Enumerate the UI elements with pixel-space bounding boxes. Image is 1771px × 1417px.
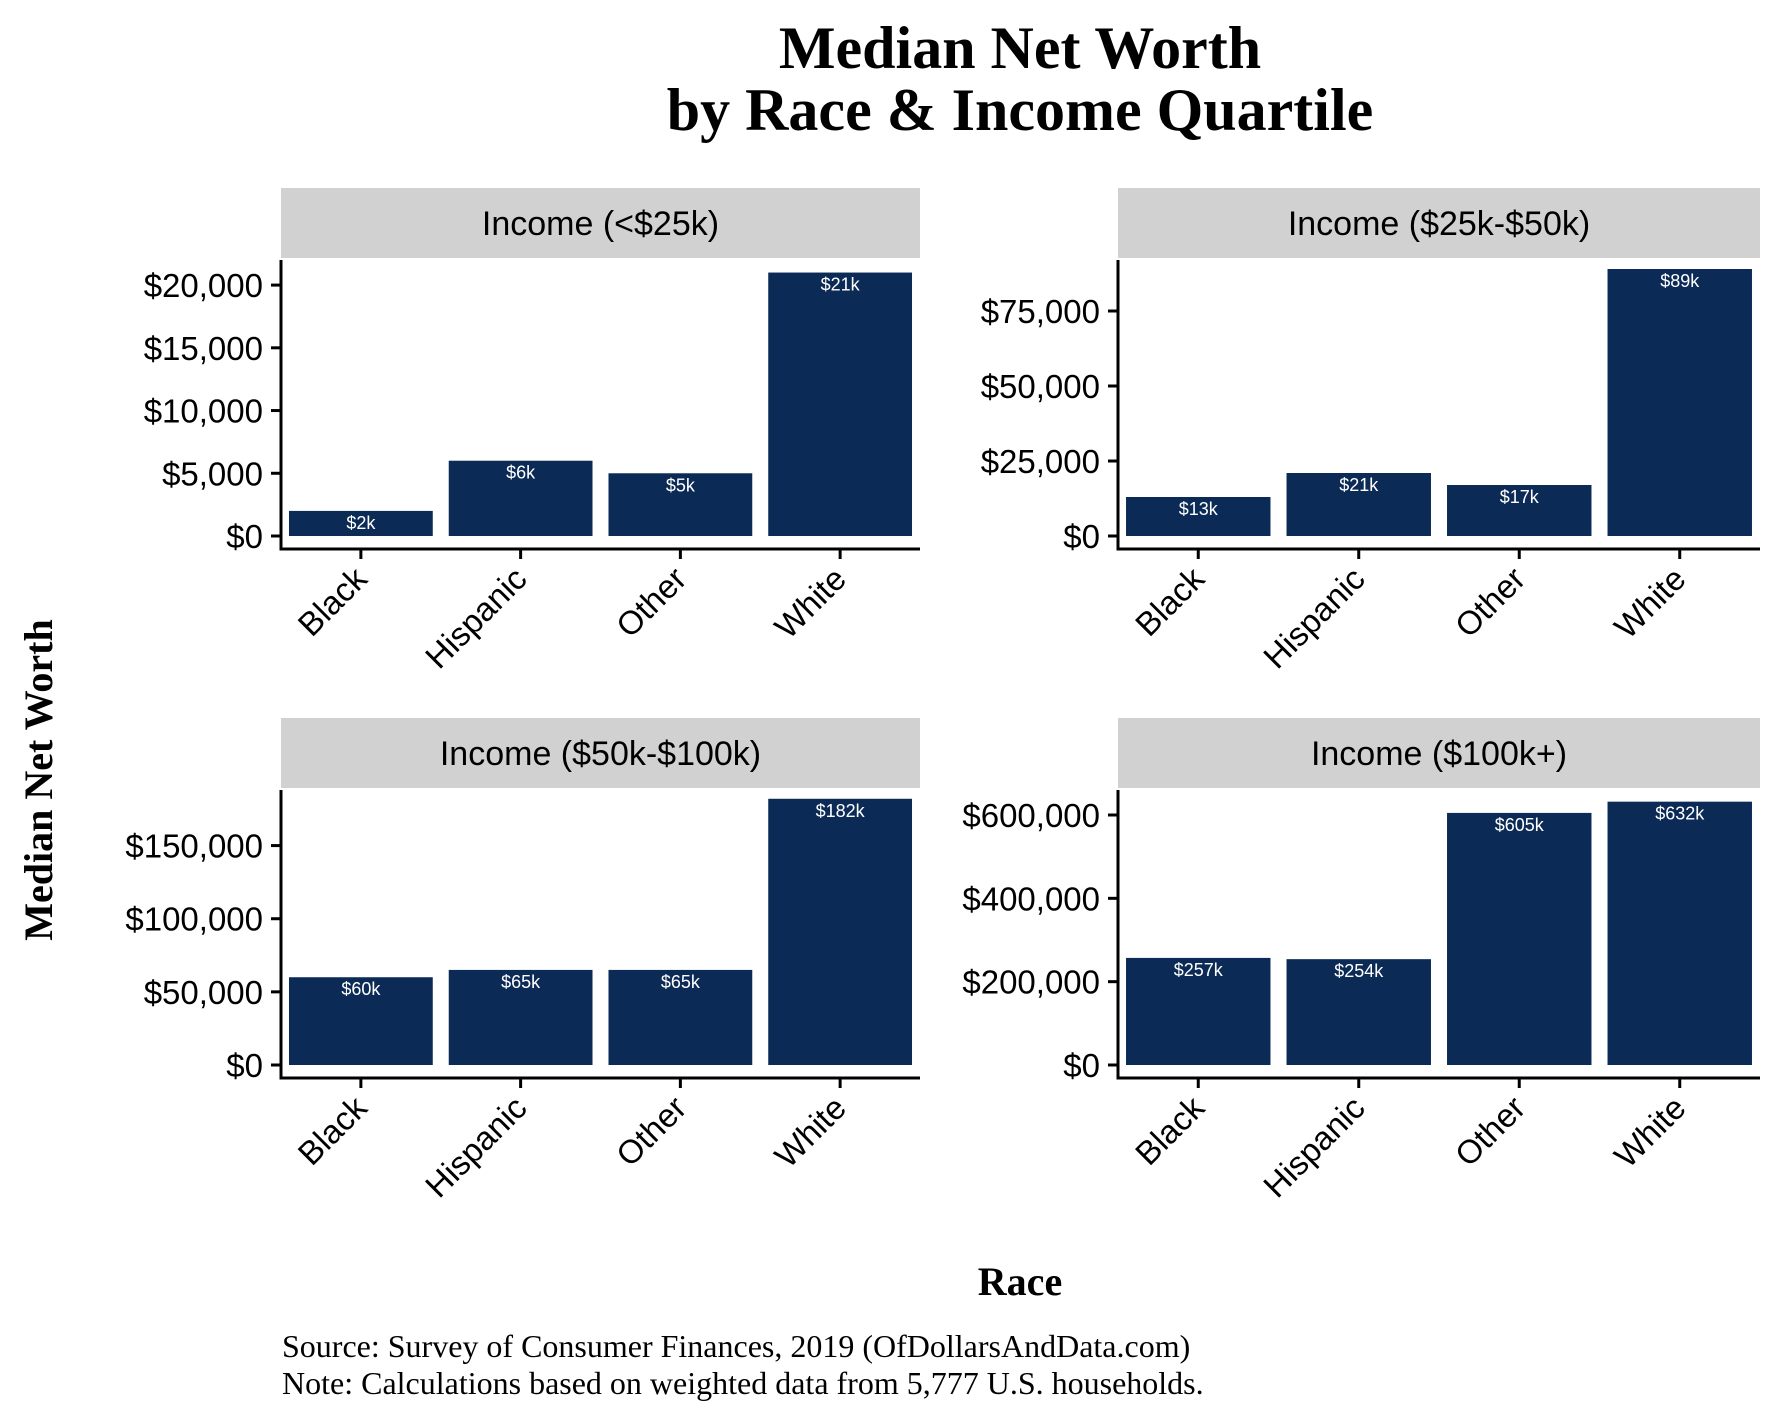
y-tick-label: $0 (1063, 518, 1100, 555)
bar-value-label: $605k (1495, 815, 1545, 835)
facet-strip-label: Income ($25k-$50k) (1288, 205, 1590, 243)
y-tick-label: $5,000 (162, 455, 263, 492)
bar-value-label: $632k (1655, 804, 1705, 824)
bar (1286, 473, 1431, 536)
bar (288, 977, 433, 1065)
bar-value-label: $89k (1660, 271, 1700, 291)
y-tick-label: $600,000 (962, 797, 1100, 834)
bar-value-label: $13k (1179, 499, 1219, 519)
y-axis-title: Median Net Worth (16, 619, 61, 940)
y-tick-label: $50,000 (144, 974, 263, 1011)
bar-value-label: $17k (1500, 487, 1540, 507)
bar (1126, 957, 1271, 1065)
y-tick-label: $25,000 (981, 443, 1100, 480)
bar-value-label: $182k (816, 801, 866, 821)
bar-value-label: $2k (346, 513, 376, 533)
y-tick-label: $15,000 (144, 330, 263, 367)
bar (608, 969, 753, 1065)
bar-value-label: $254k (1334, 961, 1384, 981)
y-tick-label: $150,000 (125, 828, 263, 865)
bar-value-label: $257k (1174, 960, 1224, 980)
y-tick-label: $0 (226, 518, 263, 555)
y-tick-label: $75,000 (981, 293, 1100, 330)
bar (1607, 801, 1752, 1065)
chart-title-line2: by Race & Income Quartile (667, 77, 1374, 143)
bar-value-label: $21k (821, 275, 861, 295)
bar-value-label: $65k (661, 972, 701, 992)
bar (448, 460, 593, 536)
facet-strip (1118, 188, 1760, 258)
bar (1607, 269, 1752, 536)
facet-strip (281, 718, 920, 788)
bar (1447, 812, 1592, 1065)
facet-panel: Income ($100k+) $257k $254k $605k $632k $0 $20… (962, 718, 1760, 1204)
source-caption: Source: Survey of Consumer Finances, 201… (282, 1328, 1190, 1364)
y-tick-label: $50,000 (981, 368, 1100, 405)
bar-value-label: $6k (506, 463, 536, 483)
facet-strip (1118, 718, 1760, 788)
bar-value-label: $60k (341, 979, 381, 999)
y-tick-label: $0 (1063, 1047, 1100, 1084)
y-tick-label: $10,000 (144, 393, 263, 430)
y-tick-label: $100,000 (125, 901, 263, 938)
bar-value-label: $65k (501, 972, 541, 992)
bar (608, 473, 753, 536)
facet-strip-label: Income (<$25k) (482, 205, 719, 243)
x-axis-title: Race (978, 1259, 1062, 1304)
y-tick-label: $400,000 (962, 880, 1100, 917)
facet-strip-label: Income ($50k-$100k) (440, 735, 761, 773)
bar (1286, 959, 1431, 1065)
bar (1126, 497, 1271, 536)
bar (288, 510, 433, 536)
facet-strip-label: Income ($100k+) (1311, 735, 1567, 773)
bar (768, 272, 913, 536)
chart-title-line1: Median Net Worth (779, 15, 1261, 81)
facet-strip (281, 188, 920, 258)
bar (1447, 485, 1592, 536)
bar (448, 969, 593, 1065)
bar (768, 798, 913, 1065)
facet-panel: Income (<$25k) $2k $6k $5k $21k $0 $5,000 $10,0… (144, 188, 920, 675)
bar-value-label: $5k (666, 475, 696, 495)
y-tick-label: $0 (226, 1047, 263, 1084)
y-tick-label: $20,000 (144, 267, 263, 304)
note-caption: Note: Calculations based on weighted dat… (282, 1365, 1204, 1401)
y-tick-label: $200,000 (962, 964, 1100, 1001)
bar-value-label: $21k (1339, 475, 1379, 495)
